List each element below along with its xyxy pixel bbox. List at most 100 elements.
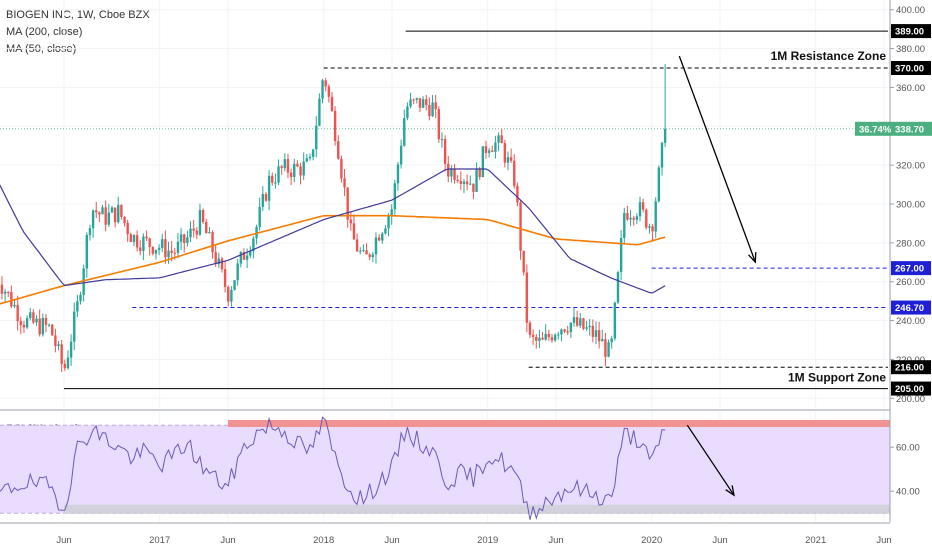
- candle-body: [651, 226, 654, 232]
- candle-body: [157, 247, 161, 250]
- candle-body: [528, 322, 532, 335]
- candle-body: [491, 150, 494, 152]
- candle-body: [88, 228, 92, 235]
- rsi-line: [0, 416, 666, 520]
- candle-body: [648, 226, 651, 228]
- candle-body: [91, 210, 95, 229]
- candle-body: [421, 99, 425, 108]
- candle-body: [41, 317, 45, 335]
- candle-body: [475, 168, 478, 192]
- rsi-forecast-arrow: [686, 424, 735, 496]
- candle-body: [619, 238, 623, 273]
- candle-body: [211, 232, 214, 253]
- candle-body: [349, 219, 353, 224]
- candle-body: [440, 139, 444, 141]
- candle-body: [60, 344, 63, 364]
- candle-body: [613, 302, 617, 339]
- candle-body: [393, 183, 397, 210]
- chart-labels: 1M Resistance Zone 1M Support Zone: [771, 49, 887, 385]
- candle-body: [544, 333, 547, 340]
- candle-body: [604, 339, 607, 357]
- y-tick-label: 320.00: [896, 161, 925, 172]
- candle-body: [3, 291, 7, 294]
- candle-body: [22, 324, 26, 328]
- x-tick-label: 2021: [805, 535, 826, 546]
- candle-body: [610, 338, 613, 343]
- candle-body: [487, 150, 491, 153]
- candle-body: [601, 339, 604, 342]
- candle-body: [629, 217, 632, 220]
- candle-body: [484, 146, 488, 153]
- candle-body: [481, 146, 485, 178]
- candle-body: [453, 168, 456, 181]
- candle-body: [217, 258, 221, 265]
- forecast-arrows: [678, 55, 757, 497]
- rsi-oversold-bar: [64, 504, 890, 514]
- candle-body: [654, 201, 657, 232]
- candle-body: [170, 250, 173, 253]
- x-tick-label: Jun: [876, 535, 891, 546]
- candle-body: [531, 334, 535, 337]
- candle-body: [7, 291, 10, 293]
- x-tick-label: Jun: [56, 535, 71, 546]
- candle-body: [249, 251, 252, 256]
- candle-body: [409, 99, 412, 107]
- candle-body: [227, 286, 230, 302]
- candle-body: [597, 330, 601, 342]
- candle-body: [164, 239, 167, 258]
- candle-body: [355, 239, 359, 252]
- candle-body: [277, 166, 280, 183]
- moving-averages: [0, 168, 666, 305]
- candle-body: [69, 341, 73, 358]
- candle-body: [359, 250, 362, 252]
- candle-body: [183, 234, 186, 243]
- candle-body: [503, 143, 507, 163]
- candle-body: [519, 202, 522, 251]
- candle-body: [208, 232, 211, 234]
- x-tick-label: Jun: [548, 535, 563, 546]
- candle-body: [500, 135, 503, 144]
- level-tag: [891, 61, 931, 75]
- candle-body: [239, 252, 243, 264]
- candle-body: [25, 318, 29, 328]
- candle-body: [431, 102, 434, 117]
- rsi-background: [0, 420, 890, 514]
- candle-body: [82, 268, 85, 295]
- candle-body: [19, 321, 23, 325]
- candle-body: [333, 110, 337, 142]
- candle-body: [374, 237, 378, 255]
- candle-body: [428, 105, 431, 117]
- candle-body: [513, 160, 516, 186]
- candle-body: [450, 168, 453, 177]
- candle-body: [236, 263, 239, 281]
- level-tag: [891, 24, 931, 39]
- level-tag: [891, 300, 931, 315]
- candle-body: [399, 145, 403, 165]
- candle-body: [418, 98, 422, 108]
- candle-body: [465, 181, 469, 185]
- candle-body: [415, 98, 419, 100]
- y-tick-label: 260.00: [896, 277, 925, 288]
- y-tick-label: 300.00: [896, 200, 925, 211]
- candle-body: [308, 156, 312, 159]
- candle-body: [321, 80, 324, 99]
- candle-body: [522, 250, 525, 273]
- level-tag-label: 205.00: [895, 384, 924, 395]
- candle-body: [264, 193, 268, 201]
- x-tick-label: 2018: [313, 535, 334, 546]
- candle-body: [189, 228, 192, 238]
- candle-body: [506, 157, 510, 163]
- candle-body: [585, 327, 588, 329]
- candle-body: [76, 301, 79, 312]
- candle-body: [588, 325, 591, 328]
- candle-body: [538, 337, 541, 341]
- candle-body: [403, 118, 406, 146]
- candle-body: [286, 159, 290, 173]
- level-tag-label: 370.00: [895, 64, 924, 75]
- candle-body: [362, 250, 365, 252]
- candle-body: [35, 318, 38, 323]
- candle-body: [186, 237, 189, 243]
- candle-body: [198, 210, 202, 235]
- rsi-band: [0, 425, 890, 514]
